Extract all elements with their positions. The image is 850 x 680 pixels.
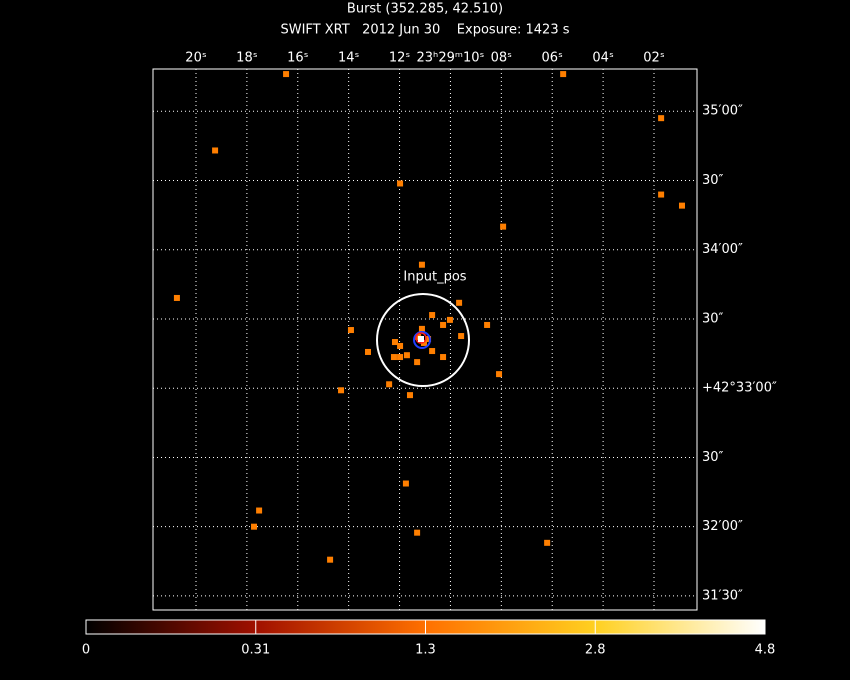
- event-pixel: [678, 202, 685, 209]
- x-tick-label: 04ˢ: [592, 51, 614, 66]
- event-pixel: [440, 354, 447, 361]
- colorbar-label: 1.3: [415, 643, 436, 658]
- event-pixel: [658, 191, 665, 198]
- colorbar-label: 0: [82, 643, 90, 658]
- event-pixel: [544, 539, 551, 546]
- center-pixel: [418, 336, 424, 342]
- event-pixel: [347, 327, 354, 334]
- x-tick-label: 12ˢ: [389, 51, 411, 66]
- event-pixel: [386, 381, 393, 388]
- region-label: Input_pos: [403, 270, 466, 285]
- event-pixel: [256, 507, 263, 514]
- colorbar-label: 0.31: [241, 643, 270, 658]
- colorbar-label: 4.8: [755, 643, 776, 658]
- event-pixel: [338, 387, 345, 394]
- y-tick-label: 30″: [702, 173, 724, 188]
- event-pixel: [406, 392, 413, 399]
- event-pixel: [173, 294, 180, 301]
- event-pixel: [418, 325, 425, 332]
- event-pixel: [402, 480, 409, 487]
- event-pixel: [456, 299, 463, 306]
- event-pixel: [397, 342, 404, 349]
- plot-frame: [152, 68, 698, 611]
- y-tick-label: 30″: [702, 450, 724, 465]
- event-pixel: [418, 261, 425, 268]
- blue-circle: [413, 331, 431, 349]
- event-pixel: [391, 339, 398, 346]
- x-tick-label: 02ˢ: [643, 51, 665, 66]
- event-pixel: [658, 115, 665, 122]
- event-pixel: [420, 339, 427, 346]
- event-pixel: [500, 223, 507, 230]
- event-pixel: [251, 523, 258, 530]
- event-pixel: [560, 71, 567, 78]
- x-tick-label: 20ˢ: [185, 51, 207, 66]
- event-pixel: [283, 71, 290, 78]
- event-pixel: [397, 354, 404, 361]
- event-pixel: [403, 352, 410, 359]
- y-tick-label: 31′30″: [702, 588, 743, 603]
- event-pixel: [440, 321, 447, 328]
- event-pixel: [446, 316, 453, 323]
- x-tick-label: 14ˢ: [338, 51, 360, 66]
- x-tick-label: 18ˢ: [236, 51, 258, 66]
- y-tick-label: +42°33′00″: [702, 381, 777, 396]
- x-tick-label: 23ʰ29ᵐ10ˢ: [417, 51, 485, 66]
- event-pixel: [414, 529, 421, 536]
- event-pixel: [397, 180, 404, 187]
- x-tick-label: 06ˢ: [542, 51, 564, 66]
- event-pixel: [414, 359, 421, 366]
- event-pixel: [496, 371, 503, 378]
- event-pixel: [425, 336, 432, 343]
- chart-subtitle: SWIFT XRT 2012 Jun 30 Exposure: 1423 s: [280, 23, 569, 38]
- x-tick-label: 08ˢ: [491, 51, 513, 66]
- region-circle: [376, 293, 470, 387]
- y-tick-label: 30″: [702, 311, 724, 326]
- event-pixel: [365, 348, 372, 355]
- event-pixel: [484, 321, 491, 328]
- event-pixel: [390, 354, 397, 361]
- event-pixel: [429, 348, 436, 355]
- red-circle: [415, 332, 427, 344]
- event-pixel: [327, 556, 334, 563]
- x-tick-label: 16ˢ: [287, 51, 309, 66]
- event-pixel: [458, 333, 465, 340]
- y-tick-label: 35′00″: [702, 104, 743, 119]
- event-pixel: [212, 147, 219, 154]
- event-pixel: [429, 312, 436, 319]
- y-tick-label: 34′00″: [702, 242, 743, 257]
- y-tick-label: 32′00″: [702, 519, 743, 534]
- colorbar-label: 2.8: [585, 643, 606, 658]
- chart-title: Burst (352.285, 42.510): [347, 2, 503, 17]
